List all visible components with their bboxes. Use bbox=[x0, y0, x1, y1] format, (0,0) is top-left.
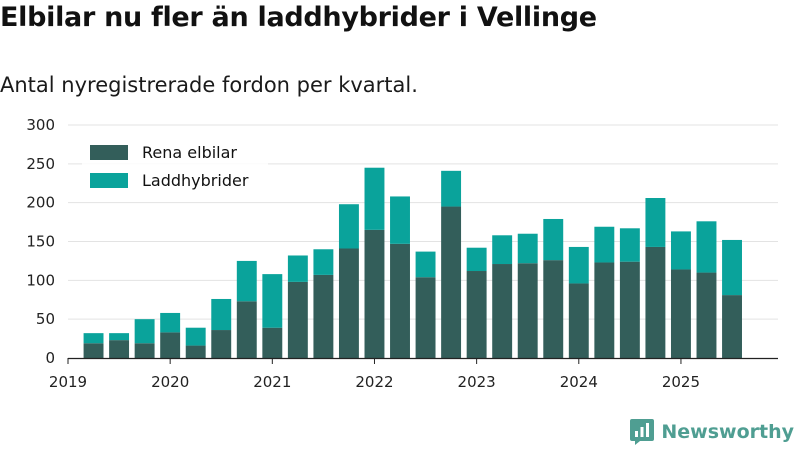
bar-rena-elbilar-2025-Q1 bbox=[670, 269, 691, 358]
bar-rena-elbilar-2019-Q4 bbox=[134, 343, 155, 358]
chart-subtitle: Antal nyregistrerade fordon per kvartal. bbox=[0, 73, 418, 97]
x-tick-label: 2019 bbox=[49, 373, 87, 391]
bar-rena-elbilar-2025-Q3 bbox=[722, 295, 742, 358]
bar-rena-elbilar-2021-Q3 bbox=[313, 274, 334, 358]
bar-laddhybrider-2023-Q2 bbox=[492, 235, 513, 265]
bar-laddhybrider-2022-Q3 bbox=[415, 251, 436, 278]
y-tick-label: 250 bbox=[26, 155, 55, 173]
bars bbox=[83, 167, 742, 358]
bar-laddhybrider-2024-Q4 bbox=[645, 198, 666, 247]
bar-rena-elbilar-2021-Q2 bbox=[287, 281, 308, 358]
bar-laddhybrider-2021-Q3 bbox=[313, 249, 334, 275]
bar-laddhybrider-2023-Q4 bbox=[543, 218, 564, 261]
bar-laddhybrider-2019-Q4 bbox=[134, 319, 155, 344]
bar-laddhybrider-2022-Q1 bbox=[364, 167, 385, 230]
y-tick-label: 100 bbox=[26, 271, 55, 289]
bar-rena-elbilar-2020-Q3 bbox=[211, 330, 232, 358]
bar-rena-elbilar-2024-Q2 bbox=[594, 262, 615, 358]
bar-rena-elbilar-2023-Q3 bbox=[517, 263, 538, 358]
legend-swatch-laddhybrider bbox=[90, 173, 128, 188]
bar-rena-elbilar-2023-Q4 bbox=[543, 260, 564, 358]
bar-rena-elbilar-2024-Q4 bbox=[645, 246, 666, 358]
x-tick-label: 2024 bbox=[560, 373, 598, 391]
y-tick-label: 50 bbox=[36, 310, 55, 328]
bar-rena-elbilar-2025-Q2 bbox=[696, 272, 717, 358]
bar-rena-elbilar-2020-Q1 bbox=[160, 332, 181, 358]
bar-laddhybrider-2024-Q1 bbox=[568, 246, 589, 284]
bar-rena-elbilar-2020-Q4 bbox=[236, 301, 257, 358]
bar-rena-elbilar-2023-Q1 bbox=[466, 271, 487, 358]
bar-laddhybrider-2021-Q4 bbox=[338, 204, 359, 249]
bar-rena-elbilar-2019-Q3 bbox=[109, 340, 130, 358]
bar-rena-elbilar-2021-Q1 bbox=[262, 327, 283, 358]
bar-rena-elbilar-2021-Q4 bbox=[338, 248, 359, 358]
bar-rena-elbilar-2022-Q2 bbox=[390, 243, 410, 358]
y-tick-label: 150 bbox=[26, 233, 55, 251]
bar-laddhybrider-2020-Q4 bbox=[236, 260, 257, 302]
legend-label-rena-elbilar: Rena elbilar bbox=[142, 143, 237, 162]
legend: Rena elbilar Laddhybrider bbox=[82, 138, 268, 198]
bar-laddhybrider-2019-Q3 bbox=[109, 333, 130, 341]
bar-laddhybrider-2019-Q2 bbox=[83, 333, 104, 344]
bar-laddhybrider-2023-Q3 bbox=[517, 233, 538, 264]
legend-swatch-rena-elbilar bbox=[90, 145, 128, 160]
bar-laddhybrider-2022-Q2 bbox=[390, 196, 410, 244]
bar-rena-elbilar-2023-Q2 bbox=[492, 264, 513, 358]
bar-laddhybrider-2023-Q1 bbox=[466, 247, 487, 272]
x-tick-label: 2023 bbox=[458, 373, 496, 391]
bar-rena-elbilar-2019-Q2 bbox=[83, 343, 104, 358]
x-axis: 2019 2020 2021 2022 2023 2024 2025 bbox=[49, 358, 700, 391]
x-tick-label: 2025 bbox=[662, 373, 700, 391]
chart-title: Elbilar nu fler än laddhybrider i Vellin… bbox=[0, 2, 597, 33]
brand-name: Newsworthy bbox=[661, 421, 794, 443]
newsworthy-logo-icon bbox=[630, 419, 655, 445]
bar-rena-elbilar-2024-Q1 bbox=[568, 283, 589, 358]
bar-laddhybrider-2020-Q2 bbox=[185, 327, 206, 346]
bar-laddhybrider-2021-Q2 bbox=[287, 255, 308, 282]
bar-laddhybrider-2022-Q4 bbox=[441, 170, 462, 207]
bar-rena-elbilar-2024-Q3 bbox=[619, 261, 640, 358]
bar-rena-elbilar-2020-Q2 bbox=[185, 345, 206, 358]
y-tick-label: 200 bbox=[26, 194, 55, 212]
x-tick-label: 2021 bbox=[253, 373, 291, 391]
legend-label-laddhybrider: Laddhybrider bbox=[142, 171, 249, 190]
bar-rena-elbilar-2022-Q4 bbox=[441, 206, 462, 358]
x-tick-label: 2020 bbox=[151, 373, 189, 391]
bar-laddhybrider-2024-Q3 bbox=[619, 228, 640, 262]
bar-rena-elbilar-2022-Q3 bbox=[415, 277, 436, 358]
brand-logo: Newsworthy bbox=[629, 418, 794, 446]
bar-laddhybrider-2025-Q3 bbox=[722, 239, 742, 296]
bar-laddhybrider-2025-Q2 bbox=[696, 221, 717, 273]
y-axis: 0 50 100 150 200 250 300 bbox=[26, 116, 55, 367]
bar-laddhybrider-2020-Q1 bbox=[160, 312, 181, 333]
y-tick-label: 300 bbox=[26, 116, 55, 134]
x-tick-label: 2022 bbox=[355, 373, 393, 391]
bar-rena-elbilar-2022-Q1 bbox=[364, 229, 385, 358]
y-tick-label: 0 bbox=[45, 349, 55, 367]
bar-laddhybrider-2025-Q1 bbox=[670, 231, 691, 270]
bar-laddhybrider-2024-Q2 bbox=[594, 226, 615, 263]
bar-laddhybrider-2020-Q3 bbox=[211, 298, 232, 331]
bar-laddhybrider-2021-Q1 bbox=[262, 274, 283, 328]
